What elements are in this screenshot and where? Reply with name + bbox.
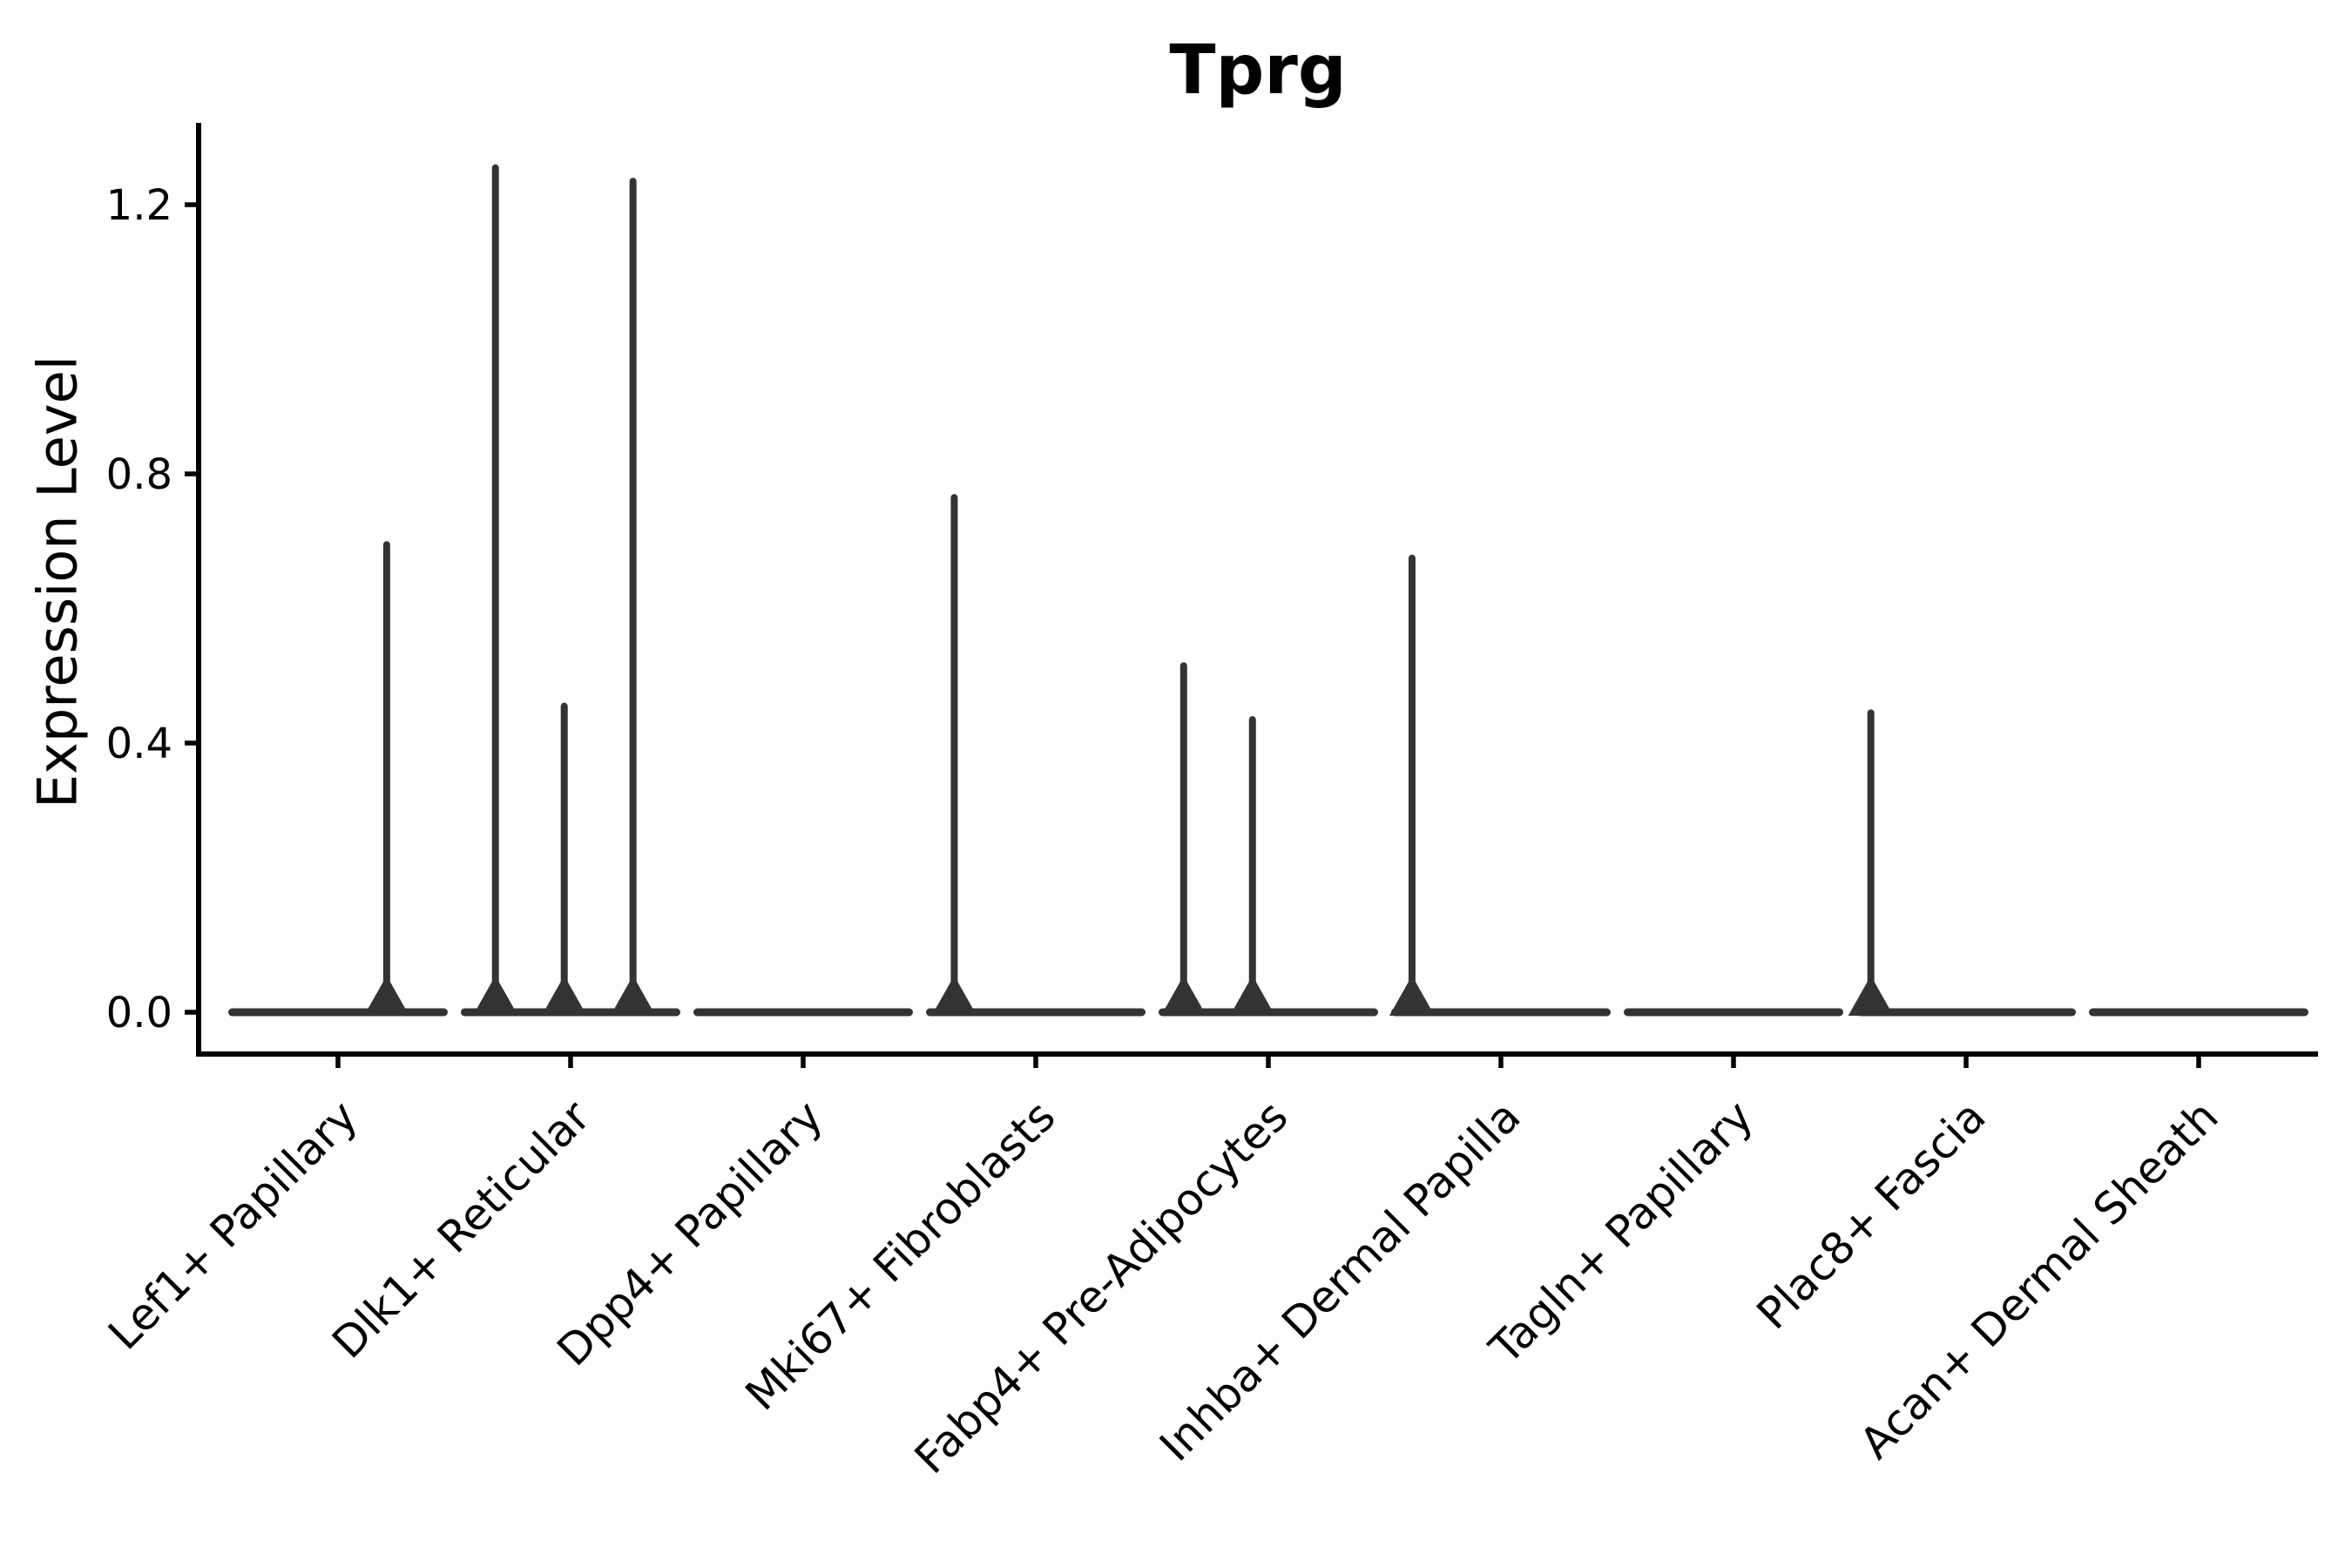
y-tick-label: 0.4 xyxy=(106,720,172,768)
x-tick-label: Fabp4+ Pre-Adipocytes xyxy=(905,1091,1298,1484)
x-tick-label: Dlk1+ Reticular xyxy=(322,1091,599,1368)
y-tick-label: 0.8 xyxy=(106,450,172,499)
x-tick-label: Lef1+ Papillary xyxy=(98,1091,367,1359)
x-tick-label: Plac8+ Fascia xyxy=(1747,1091,1996,1339)
y-tick-label: 1.2 xyxy=(106,181,172,230)
y-axis-title: Expression Level xyxy=(25,355,90,808)
y-tick-label: 0.0 xyxy=(106,989,172,1037)
plot-title: Tprg xyxy=(1169,31,1347,110)
